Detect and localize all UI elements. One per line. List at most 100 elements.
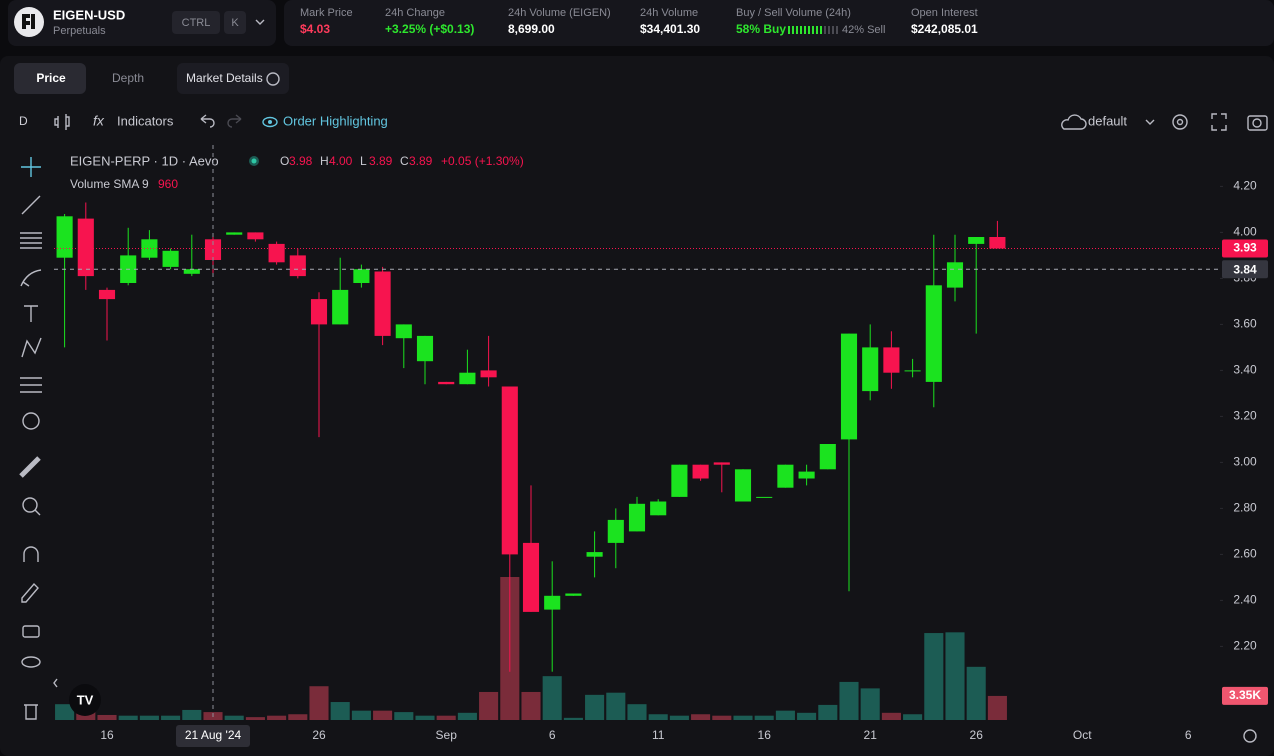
candle-body (332, 289, 349, 325)
ruler-tool[interactable] (19, 456, 41, 478)
candle-body (226, 232, 243, 235)
interval[interactable]: D (19, 114, 28, 128)
logo-glyph (22, 14, 35, 29)
drawing-tools (19, 157, 58, 720)
chart-type-icon[interactable] (54, 114, 70, 130)
last-price-tag (1222, 239, 1268, 258)
crosshair-date-box (176, 725, 250, 747)
candle-body (416, 335, 434, 362)
layout-name[interactable]: default (1088, 113, 1127, 128)
volume-bar (691, 714, 711, 720)
symbol-dropdown[interactable] (255, 19, 265, 25)
ohlc-value: 3.98 (289, 154, 313, 168)
stat-label: 24h Change (385, 7, 445, 19)
stat-label: 24h Volume (EIGEN) (508, 7, 611, 19)
y-tick-label: 4.20 (1233, 179, 1257, 193)
candle-body (734, 469, 752, 502)
volume-bar (288, 714, 308, 720)
volume-bar (881, 712, 901, 720)
candle-body (968, 237, 985, 244)
candle-body (883, 347, 900, 373)
tab[interactable]: Price (36, 71, 66, 85)
tv-logo[interactable] (69, 684, 101, 716)
last-price-label: 3.93 (1233, 241, 1257, 255)
brush-tool[interactable] (20, 269, 42, 287)
shortcut-box (172, 11, 220, 34)
collapse-toolbar[interactable] (53, 678, 58, 688)
crosshair-tool[interactable] (21, 157, 41, 177)
volume-bar (161, 715, 181, 720)
volume-bar (563, 717, 583, 720)
hide-tool[interactable] (21, 656, 41, 668)
icon-tool[interactable] (22, 412, 40, 430)
indicators[interactable]: Indicators (117, 113, 174, 128)
volume-bar (585, 694, 605, 720)
volume-bar (924, 633, 944, 720)
tab-active[interactable] (14, 63, 86, 94)
candle-body (268, 243, 285, 263)
order-highlighting[interactable]: Order Highlighting (283, 113, 388, 128)
x-tick-label: 21 (864, 728, 878, 742)
shortcut: CTRL (182, 17, 211, 29)
zoom-tool[interactable] (22, 497, 38, 513)
settings-icon[interactable] (1172, 114, 1188, 130)
redo[interactable] (227, 114, 242, 128)
camera-icon[interactable] (1247, 115, 1268, 131)
pattern-tool[interactable] (21, 337, 42, 358)
volume-bar (542, 676, 562, 720)
lock-tool[interactable] (22, 625, 40, 638)
fx-icon[interactable]: fx (93, 113, 105, 129)
stat-label: 24h Volume (640, 7, 698, 19)
volume-bar (118, 715, 138, 720)
fullscreen-icon[interactable] (1211, 113, 1227, 131)
stat-value: $34,401.30 (640, 22, 700, 36)
volume-bar (97, 714, 117, 720)
y-tick-label: 2.60 (1233, 547, 1257, 561)
layout-dropdown[interactable] (1145, 119, 1155, 125)
volume-bar (182, 709, 202, 720)
tab-box[interactable] (177, 63, 289, 94)
y-tick-label: 3.00 (1233, 455, 1257, 469)
candle-body (756, 496, 773, 498)
ohlc-key: L (360, 154, 367, 168)
volume-bar (330, 702, 350, 720)
stat-label: Open Interest (911, 7, 978, 19)
tab[interactable]: Market Details (186, 71, 263, 85)
volume-bar (224, 715, 244, 720)
line-tool[interactable] (21, 195, 41, 215)
candle-body (713, 462, 730, 465)
volume-bar (733, 715, 753, 720)
volume-bar (669, 715, 689, 720)
tab[interactable]: Depth (112, 71, 144, 85)
lock-draw-tool[interactable] (21, 582, 39, 603)
ratio-stripe (828, 26, 830, 34)
fib-tool[interactable] (20, 232, 42, 249)
volume-bar (436, 715, 456, 720)
stats: Mark Price $4.03 24h Change +3.25% (+$0.13)… (300, 7, 978, 36)
x-tick-label: 6 (549, 728, 556, 742)
text-tool[interactable] (24, 305, 38, 322)
axis-settings[interactable] (1243, 729, 1257, 743)
volume-bar (754, 715, 774, 720)
symbol[interactable]: EIGEN-USD (53, 7, 125, 22)
candle-body (310, 299, 328, 325)
eye-icon[interactable] (262, 116, 278, 128)
market-type: Perpetuals (53, 25, 106, 37)
ratio-stripe (792, 26, 794, 34)
volume-bar (797, 712, 817, 720)
candle-body (946, 262, 964, 288)
candle-body (162, 250, 179, 267)
candle-body (98, 289, 116, 300)
info-icon[interactable] (266, 72, 280, 86)
x-tick-label: 26 (970, 728, 984, 742)
undo[interactable] (200, 114, 215, 128)
ratio-stripe (808, 26, 810, 34)
eye-pupil (268, 120, 272, 124)
magnet-tool[interactable] (23, 546, 39, 562)
ohlc-value: 3.89 (369, 154, 393, 168)
cloud-icon[interactable] (1061, 114, 1087, 130)
prediction-tool[interactable] (20, 377, 42, 393)
candle-body (650, 501, 667, 516)
trash-tool[interactable] (24, 704, 38, 720)
